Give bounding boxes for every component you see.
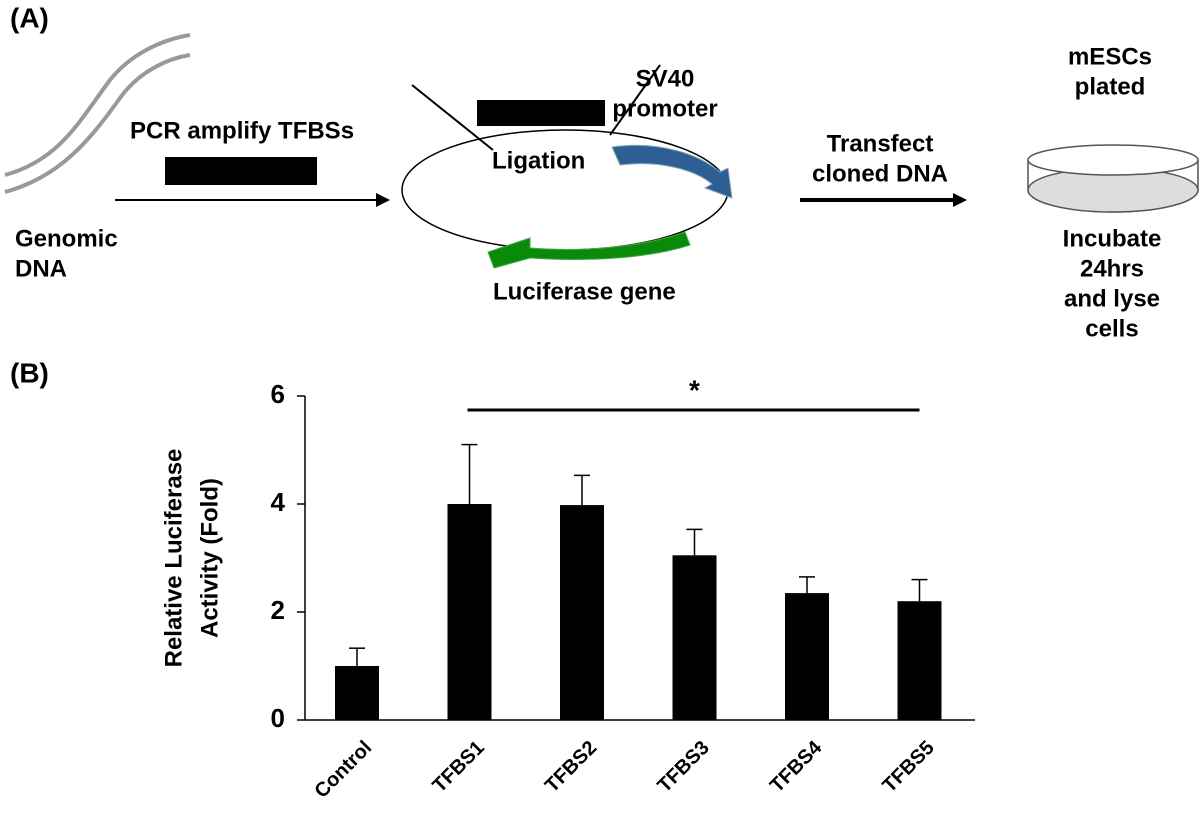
label: 24hrs (1080, 255, 1144, 282)
luciferase-arrow (487, 231, 691, 269)
label: PCR amplify TFBSs (130, 117, 354, 144)
dna-strand (4, 53, 191, 194)
label: Luciferase gene (493, 278, 676, 305)
diagram: (A) PCR amplify TFBSs Ligation Luciferas… (4, 2, 1199, 388)
bar (785, 593, 829, 720)
bar (672, 555, 717, 720)
label: Genomic (15, 225, 118, 252)
bar (560, 505, 604, 720)
significance-label: * (689, 374, 700, 405)
x-tick-label: TFBS1 (428, 737, 488, 797)
bar (447, 504, 492, 720)
label: Incubate (1063, 225, 1162, 252)
x-tick-label: TFBS2 (541, 737, 601, 797)
label: SV40 (636, 65, 695, 92)
y-axis-label: Relative Luciferase (160, 449, 187, 668)
label: cells (1085, 315, 1138, 342)
y-tick-label: 6 (271, 379, 285, 409)
bar (897, 601, 942, 720)
dish-rim (1027, 144, 1199, 176)
label: mESCs (1068, 43, 1152, 70)
label: promoter (612, 95, 717, 122)
arrowhead (953, 193, 967, 207)
label: Transfect (827, 130, 934, 157)
error-bar (686, 528, 703, 556)
y-tick-label: 0 (271, 703, 285, 733)
bar (335, 666, 379, 720)
x-tick-label: TFBS5 (878, 737, 938, 797)
error-bar (461, 443, 478, 504)
pointer (609, 64, 661, 136)
label: and lyse (1064, 285, 1160, 312)
y-tick-label: 4 (271, 487, 286, 517)
x-tick-label: TFBS3 (653, 737, 713, 797)
y-axis-label: Activity (Fold) (196, 478, 223, 638)
sv40-arrow (611, 144, 733, 199)
fragment (165, 157, 317, 185)
panel-label: (B) (10, 357, 49, 388)
error-bar (911, 578, 928, 602)
panel-label: (A) (10, 2, 49, 33)
error-bar (574, 474, 590, 506)
pointer (411, 84, 494, 151)
label: DNA (15, 255, 67, 282)
y-tick-label: 2 (271, 595, 285, 625)
label: plated (1075, 73, 1146, 100)
error-bar (349, 647, 365, 666)
arrowhead (376, 193, 390, 207)
label: Ligation (492, 147, 585, 174)
x-tick-label: Control (310, 737, 376, 803)
dna-strand (4, 33, 191, 177)
error-bar (799, 576, 815, 594)
x-tick-label: TFBS4 (766, 736, 827, 797)
fragment (477, 100, 605, 126)
label: cloned DNA (812, 160, 948, 187)
